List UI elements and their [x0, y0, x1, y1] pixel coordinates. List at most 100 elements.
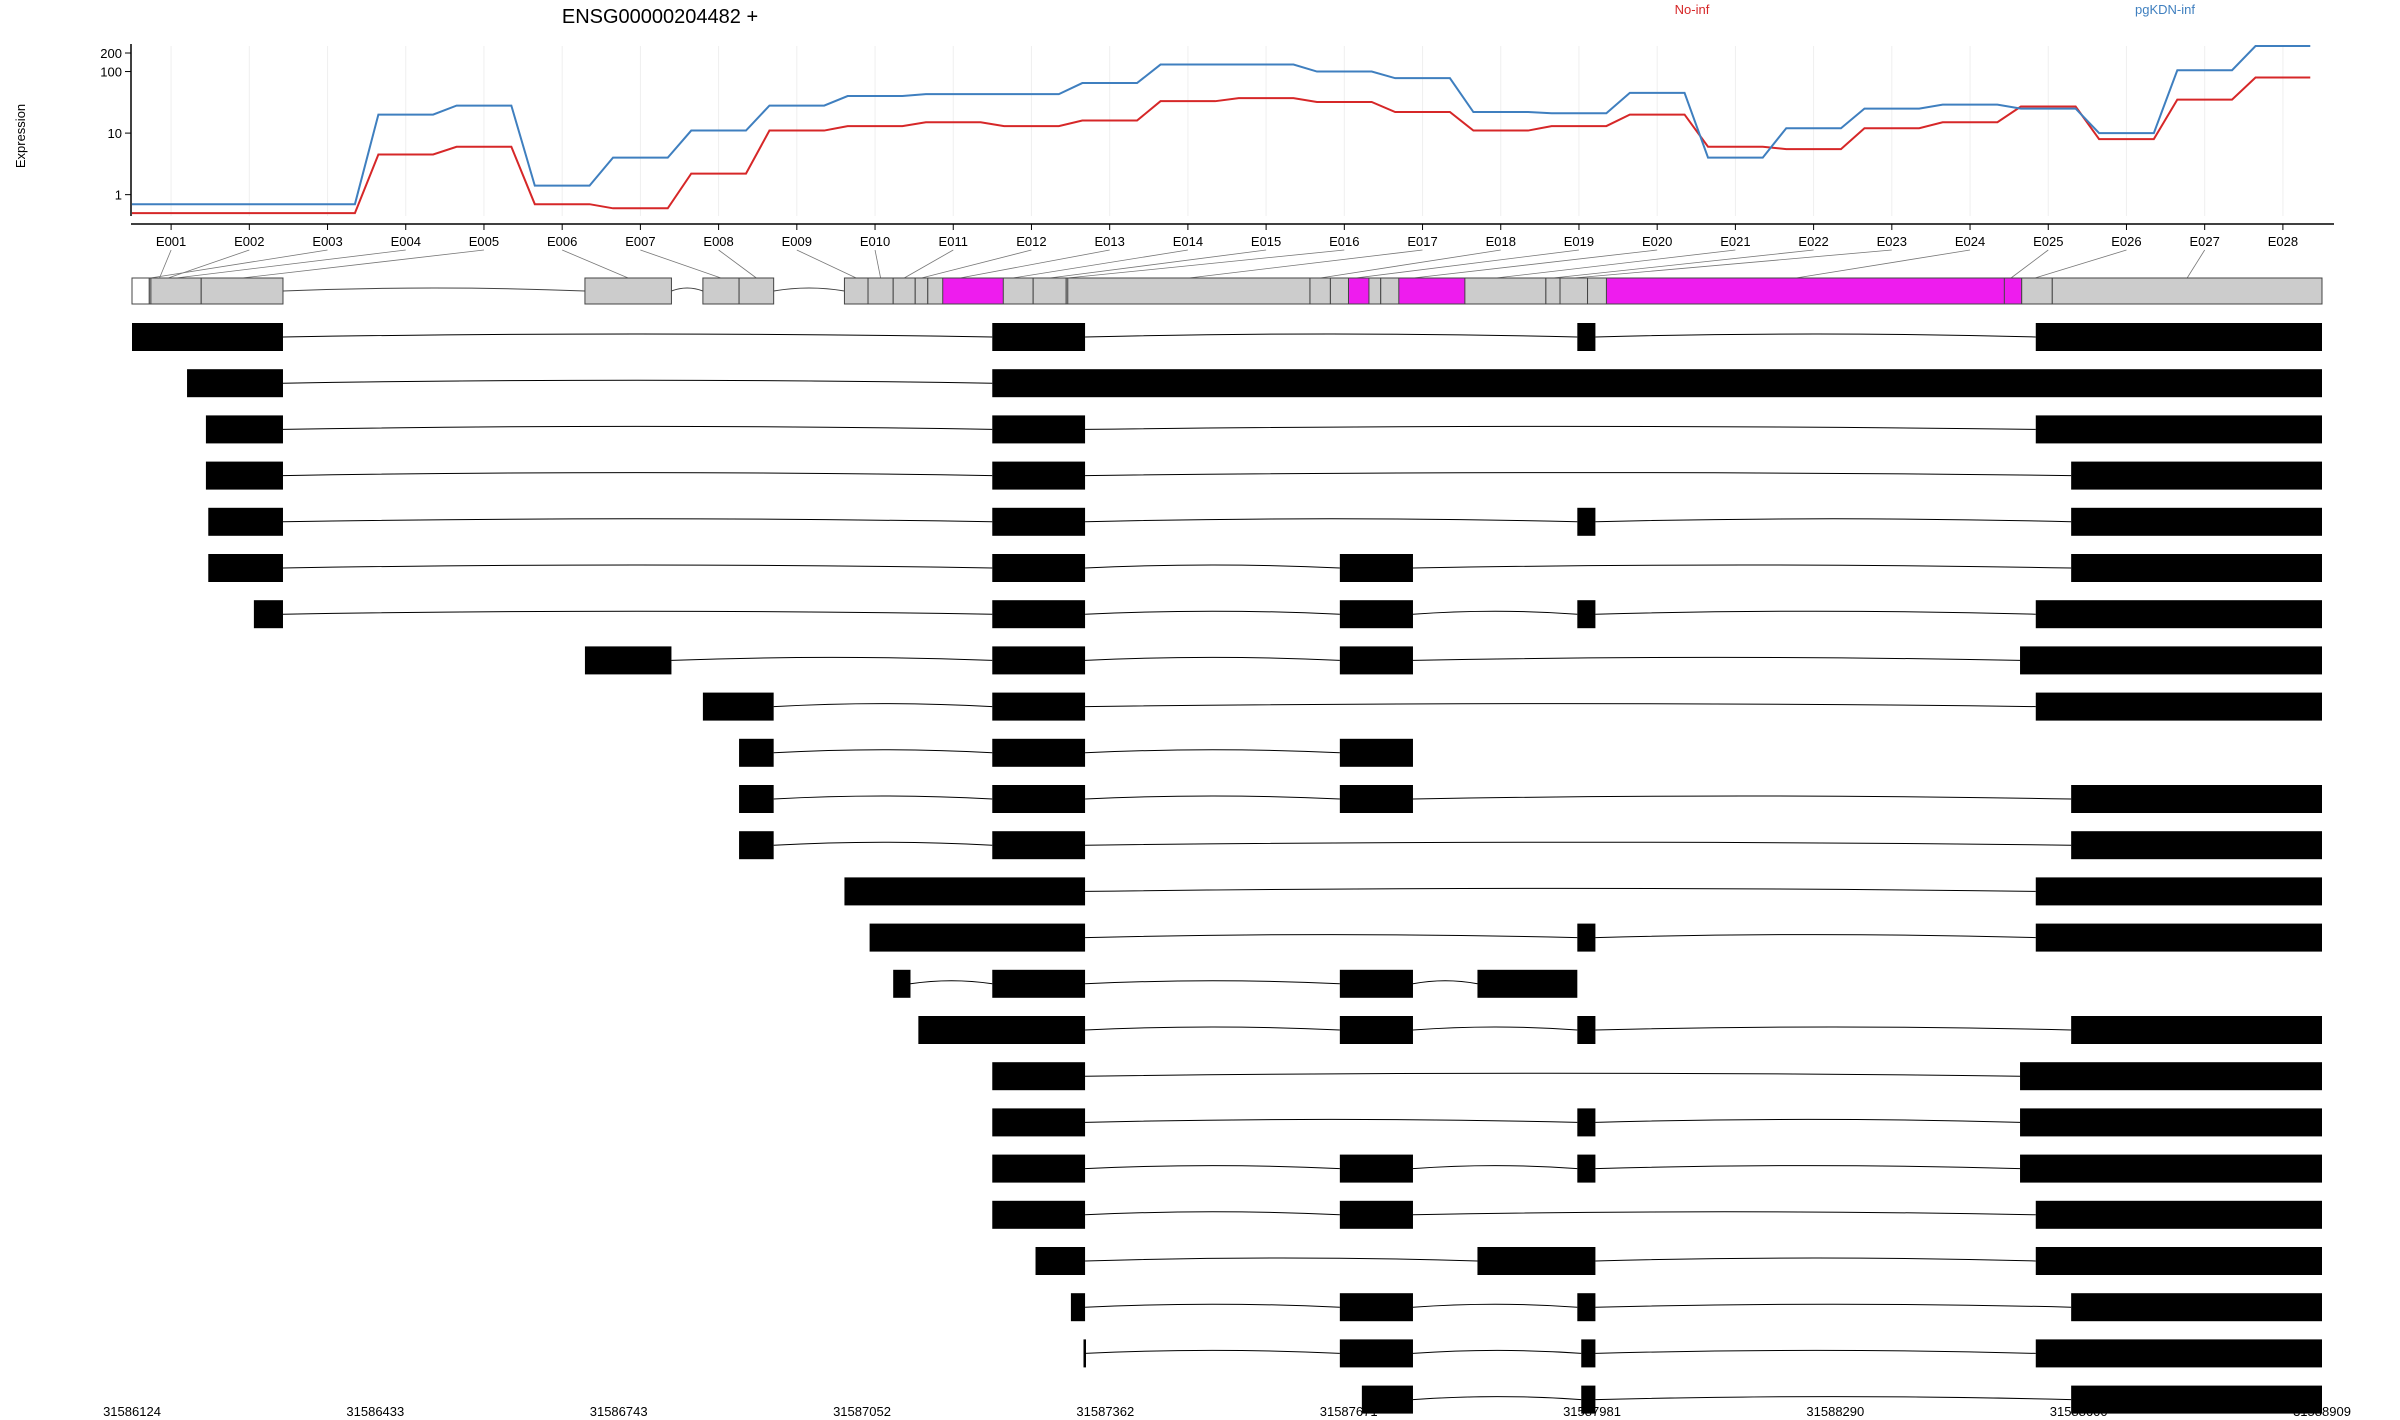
exon-block	[702, 692, 774, 721]
exon-block	[2020, 1108, 2322, 1137]
exon-connector	[959, 249, 1110, 279]
exon-block	[1477, 969, 1578, 998]
exon-bin	[867, 277, 894, 305]
intron-line	[1412, 1349, 1582, 1354]
intron-line	[1595, 333, 2036, 338]
exon-block	[1070, 1293, 1086, 1322]
exon-bin	[150, 277, 202, 305]
intron-line	[1412, 564, 2072, 569]
intron-line	[282, 564, 993, 569]
exon-label: E005	[469, 234, 499, 249]
intron-line	[1085, 656, 1340, 661]
intron-line	[1085, 1026, 1340, 1031]
exon-block	[739, 785, 774, 813]
transcript	[1083, 1339, 2322, 1368]
exon-bin	[1067, 277, 1311, 305]
genome-tick-label: 31588600	[2050, 1404, 2108, 1419]
exon-bin	[843, 277, 869, 305]
intron-line	[1412, 610, 1578, 615]
exon-block	[2020, 646, 2322, 675]
intron-line	[1085, 333, 1578, 338]
exon-block	[1339, 646, 1413, 675]
exon-connector	[921, 249, 1032, 279]
genome-tick-label: 31588909	[2293, 1404, 2351, 1419]
transcript	[869, 923, 2322, 952]
transcript	[739, 831, 2322, 860]
genome-ticks: 31586124 31586433 31586743 31587052 31587362…	[103, 1404, 2351, 1419]
genome-tick-label: 31586124	[103, 1404, 161, 1419]
exon-bins	[131, 277, 2323, 305]
exon-label: E008	[703, 234, 733, 249]
exon-bin-highlighted	[1347, 277, 1370, 305]
intron-line	[1595, 518, 2072, 523]
genome-tick-label: 31588290	[1806, 1404, 1864, 1419]
exon-block	[1339, 554, 1413, 582]
exon-block	[1577, 1154, 1596, 1183]
transcript	[584, 646, 2322, 675]
intron-line	[773, 287, 845, 292]
exon-block	[2020, 1154, 2322, 1183]
intron-line	[1085, 1118, 1578, 1123]
exon-label: E006	[547, 234, 577, 249]
exon-block	[187, 369, 283, 398]
exon-block	[2071, 507, 2322, 536]
exon-block	[2035, 1200, 2322, 1229]
exon-block	[1581, 1339, 1596, 1368]
exon-block	[739, 738, 774, 767]
exon-connector	[175, 249, 406, 279]
exon-bin	[702, 277, 740, 305]
intron-line	[1412, 1026, 1578, 1031]
series-line-no-inf	[132, 76, 2311, 215]
transcript	[187, 369, 2322, 398]
exon-connector	[1495, 249, 1736, 279]
intron-line	[282, 518, 993, 523]
exon-block	[2071, 831, 2322, 860]
exon-connector	[2186, 249, 2206, 279]
intron-line	[1595, 934, 2036, 939]
exon-block	[2035, 415, 2322, 444]
exon-block	[205, 461, 283, 490]
genome-tick-label: 31587362	[1076, 1404, 1134, 1419]
exon-bin-highlighted	[1605, 277, 2023, 305]
intron-line	[671, 287, 704, 292]
genome-tick-label: 31587671	[1320, 1404, 1378, 1419]
exon-block	[253, 600, 283, 629]
exon-connector	[2034, 249, 2127, 279]
exon-block	[1339, 1154, 1413, 1183]
transcript	[739, 785, 2322, 813]
exon-bin	[1032, 277, 1067, 305]
intron-line	[773, 795, 993, 800]
intron-line	[282, 610, 993, 615]
exon-bin	[1309, 277, 1331, 305]
intron-line	[1085, 518, 1578, 523]
exon-block	[1577, 1108, 1596, 1137]
exon-block	[893, 969, 911, 998]
exon-block	[1577, 600, 1596, 629]
exon-block	[1083, 1339, 1086, 1368]
intron-line	[773, 703, 993, 708]
intron-line	[773, 841, 993, 846]
exon-block	[2035, 1247, 2322, 1275]
exon-connector	[1573, 249, 1892, 279]
exon-connector	[874, 249, 882, 279]
exon-connector	[1552, 249, 1814, 279]
exon-block	[992, 415, 1086, 444]
transcript	[702, 692, 2322, 721]
exon-block	[2071, 1385, 2322, 1414]
exon-connector	[562, 249, 629, 279]
genome-tick-label: 31587052	[833, 1404, 891, 1419]
intron-line	[1595, 1165, 2021, 1170]
transcript	[992, 1200, 2322, 1229]
exon-connector	[1795, 249, 1971, 279]
exon-label: E009	[782, 234, 812, 249]
intron-line	[1085, 887, 2036, 892]
exon-bin	[2051, 277, 2323, 305]
exon-label: E020	[1642, 234, 1672, 249]
exon-label: E011	[939, 234, 968, 249]
intron-line	[1595, 1026, 2072, 1031]
exon-label: E023	[1877, 234, 1907, 249]
exon-connector	[1067, 249, 1345, 279]
exon-connector	[1413, 249, 1658, 279]
genome-tick-label: 31586743	[590, 1404, 648, 1419]
exon-connector	[1049, 249, 1267, 279]
